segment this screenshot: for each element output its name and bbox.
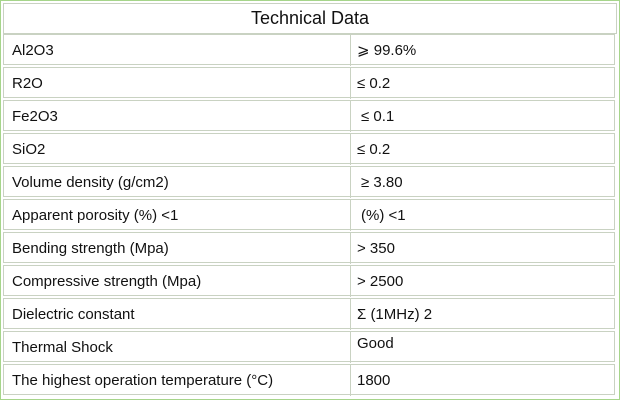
value-cell: ≤ 0.2	[357, 141, 391, 158]
property-cell: Thermal Shock	[4, 332, 351, 363]
property-cell: Apparent porosity (%) <1	[4, 200, 351, 231]
table-row: Al2O3 ⩾ 99.6%	[3, 34, 615, 66]
property-cell: The highest operation temperature (°C)	[4, 365, 351, 396]
property-cell: Bending strength (Mpa)	[4, 233, 351, 264]
value-cell: > 2500	[357, 273, 404, 290]
table-row: The highest operation temperature (°C) 1…	[3, 364, 615, 396]
table-row: Compressive strength (Mpa) > 2500	[3, 265, 615, 297]
value-cell: Good	[357, 335, 394, 352]
value-cell: (%) <1	[361, 207, 406, 224]
table-row: Dielectric constant Σ (1MHz) 2	[3, 298, 615, 330]
value-cell: ≤ 0.1	[361, 108, 395, 125]
value-cell: > 350	[357, 240, 395, 257]
property-cell: Volume density (g/cm2)	[4, 167, 351, 198]
value-cell: Σ (1MHz) 2	[357, 306, 433, 323]
table-row: Fe2O3 ≤ 0.1	[3, 100, 615, 132]
property-cell: Dielectric constant	[4, 299, 351, 330]
property-cell: Fe2O3	[4, 101, 351, 132]
table-row: Thermal Shock Good	[3, 331, 615, 363]
property-cell: Compressive strength (Mpa)	[4, 266, 351, 297]
value-cell: ⩾ 99.6%	[357, 42, 417, 59]
table-title: Technical Data	[3, 3, 617, 34]
property-cell: R2O	[4, 68, 351, 99]
value-cell: 1800	[357, 372, 391, 389]
property-cell: SiO2	[4, 134, 351, 165]
value-cell: ≤ 0.2	[357, 75, 391, 92]
property-cell: Al2O3	[4, 35, 351, 66]
table-row: Bending strength (Mpa) > 350	[3, 232, 615, 264]
table-row: R2O ≤ 0.2	[3, 67, 615, 99]
table-row: SiO2 ≤ 0.2	[3, 133, 615, 165]
table-row: Apparent porosity (%) <1 (%) <1	[3, 199, 615, 231]
table-row: Volume density (g/cm2) ≥ 3.80	[3, 166, 615, 198]
value-cell: ≥ 3.80	[361, 174, 403, 191]
